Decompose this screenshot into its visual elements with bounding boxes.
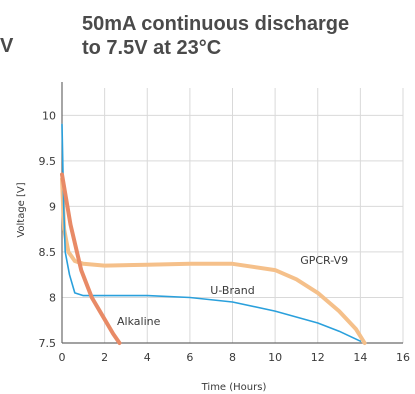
x-tick-label: 0 <box>59 351 66 364</box>
axes: 0 2 4 6 8 10 12 14 16 7.5 8 8.5 9 9.5 10 <box>39 82 410 364</box>
chart-title-line-2: to 7.5V at 23°C <box>82 37 221 59</box>
x-tick-label: 8 <box>229 351 236 364</box>
clipped-edge-letter: V <box>0 35 14 57</box>
series-label-u-brand: U-Brand <box>210 284 254 297</box>
x-tick-label: 4 <box>144 351 151 364</box>
x-tick-label: 2 <box>101 351 108 364</box>
series-line-gpcr-v9 <box>60 177 367 345</box>
y-axis-label: Voltage [V] <box>16 182 27 237</box>
series-label-gpcr-v9: GPCR-V9 <box>300 254 348 267</box>
x-tick-label: 10 <box>268 351 282 364</box>
y-tick-label: 9 <box>49 200 56 213</box>
x-tick-label: 14 <box>353 351 367 364</box>
series-label-alkaline: Alkaline <box>117 315 161 328</box>
series-line-alkaline <box>60 172 122 345</box>
series-line-u-brand <box>61 123 362 342</box>
y-tick-label: 9.5 <box>39 155 57 168</box>
y-tick-label: 8.5 <box>39 246 57 259</box>
x-tick-label: 16 <box>396 351 410 364</box>
grid <box>62 88 404 343</box>
x-tick-label: 12 <box>311 351 325 364</box>
x-tick-label: 6 <box>186 351 193 364</box>
series-lines <box>60 123 367 345</box>
y-tick-label: 7.5 <box>39 337 57 350</box>
y-tick-label: 8 <box>49 291 56 304</box>
series-labels: GPCR-V9 U-Brand Alkaline <box>117 254 348 328</box>
chart-title-line-1: 50mA continuous discharge <box>82 13 349 35</box>
x-axis-label: Time (Hours) <box>201 382 267 393</box>
y-tick-label: 10 <box>42 109 56 122</box>
